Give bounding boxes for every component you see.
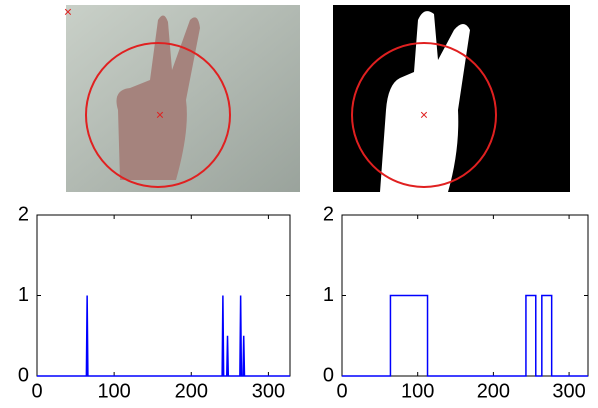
svg-text:×: × bbox=[420, 107, 428, 123]
y-tick-label: 0 bbox=[18, 364, 29, 386]
x-tick-label: 100 bbox=[401, 380, 434, 402]
camera-image: × × bbox=[64, 4, 300, 192]
y-tick-label: 1 bbox=[18, 284, 29, 306]
x-tick-label: 100 bbox=[97, 380, 130, 402]
x-tick-label: 0 bbox=[336, 380, 347, 402]
svg-text:×: × bbox=[64, 4, 72, 20]
svg-text:×: × bbox=[156, 107, 164, 123]
data-line bbox=[37, 296, 290, 377]
binary-image: × bbox=[333, 5, 570, 192]
x-tick-label: 300 bbox=[252, 380, 285, 402]
y-tick-label: 1 bbox=[323, 284, 334, 306]
figure: × × × 0 100 200 300 0 1 2 0 100 200 300 0 1 2 bbox=[0, 0, 598, 408]
y-tick-label: 2 bbox=[323, 203, 334, 225]
y-tick-label: 2 bbox=[18, 203, 29, 225]
x-tick-label: 0 bbox=[31, 380, 42, 402]
y-tick-label: 0 bbox=[323, 364, 334, 386]
data-line bbox=[342, 296, 588, 377]
plot-frame bbox=[37, 215, 290, 376]
x-tick-label: 200 bbox=[477, 380, 510, 402]
x-tick-label: 300 bbox=[552, 380, 585, 402]
x-tick-label: 200 bbox=[175, 380, 208, 402]
